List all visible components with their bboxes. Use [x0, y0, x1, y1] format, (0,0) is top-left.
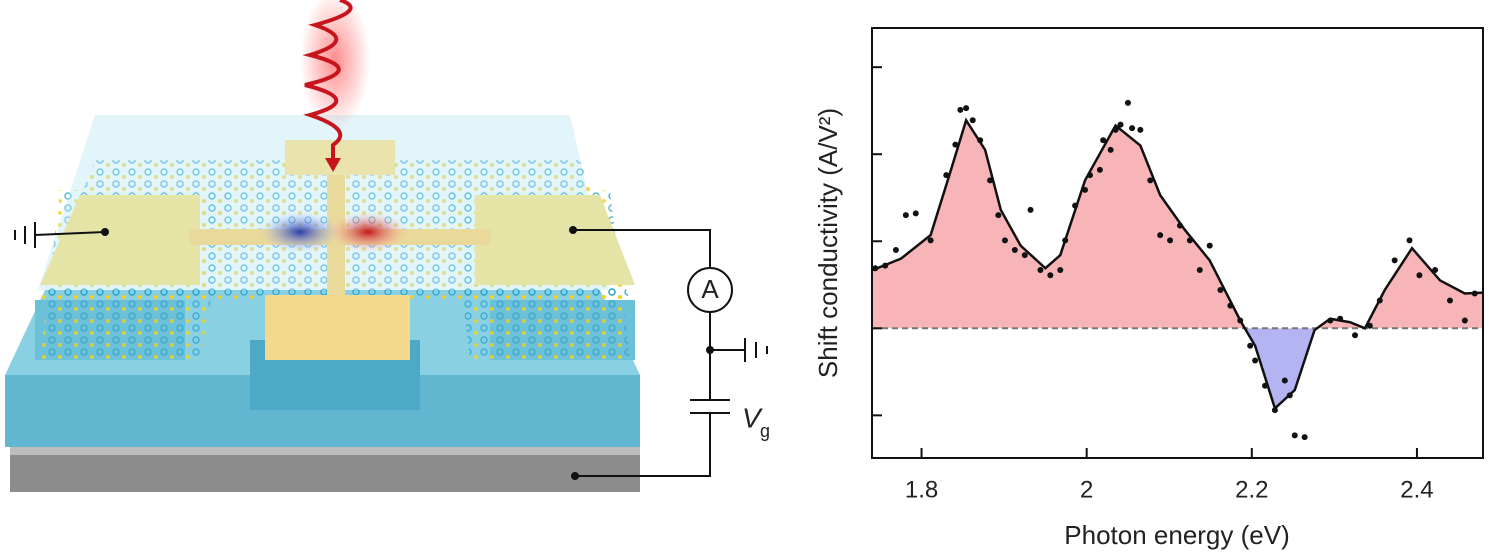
data-point: [1286, 392, 1293, 399]
dielectric-front: [5, 375, 640, 447]
plot: 1.8 2 2.2 2.4: [872, 66, 1484, 503]
data-point: [1327, 317, 1334, 324]
data-point: [1147, 177, 1154, 184]
data-point: [1137, 126, 1144, 133]
left-pad: [40, 195, 200, 285]
data-point: [1252, 357, 1259, 364]
data-point: [1112, 126, 1119, 133]
electron-blob: [328, 212, 408, 252]
x-tick-label: 1.8: [905, 476, 938, 503]
gate-label: V: [742, 402, 763, 433]
data-point: [1376, 297, 1383, 304]
data-point: [1057, 266, 1064, 273]
data-point: [1271, 407, 1278, 414]
data-point: [1446, 297, 1453, 304]
data-point: [963, 105, 970, 112]
data-point: [927, 237, 934, 244]
data-point: [1196, 266, 1203, 273]
substrate-top: [10, 447, 640, 455]
ammeter-label: A: [701, 274, 719, 304]
light-arrow: [325, 158, 341, 172]
data-point: [1072, 202, 1079, 209]
data-point: [1167, 237, 1174, 244]
data-point: [995, 212, 1002, 219]
data-point: [1391, 257, 1398, 264]
x-tick-label: 2.2: [1235, 476, 1268, 503]
data-point: [1337, 315, 1344, 322]
contact-dot: [101, 228, 109, 236]
data-point: [1176, 222, 1183, 229]
data-point: [952, 141, 959, 148]
data-point: [1406, 237, 1413, 244]
data-point: [1124, 99, 1131, 106]
data-point: [1471, 290, 1478, 297]
data-point: [1206, 242, 1213, 249]
data-point: [1461, 317, 1468, 324]
data-point: [1129, 125, 1136, 132]
x-tick-label: 2.4: [1400, 476, 1433, 503]
data-point: [1227, 302, 1234, 309]
junction-dot: [706, 346, 714, 354]
data-point: [1062, 237, 1069, 244]
light-wave: [302, 0, 353, 160]
data-point: [912, 210, 919, 217]
y-axis-label: Shift conductivity (A/V²): [813, 108, 843, 378]
data-point: [1291, 432, 1298, 439]
bottom-pad: [265, 295, 410, 360]
data-point: [1027, 206, 1034, 213]
data-point: [872, 265, 879, 272]
data-point: [1416, 272, 1423, 279]
data-point: [1301, 434, 1308, 441]
data-point: [892, 246, 899, 253]
x-axis-label: Photon energy (eV): [1064, 520, 1289, 550]
data-point: [1247, 342, 1254, 349]
data-point: [969, 117, 976, 124]
data-point: [1366, 322, 1373, 329]
data-point: [1352, 332, 1359, 339]
data-point: [1281, 377, 1288, 384]
gate-subscript: g: [760, 421, 770, 441]
data-point: [1117, 121, 1124, 128]
contact-dot: [571, 472, 579, 480]
data-point: [1217, 287, 1224, 294]
hole-blob: [260, 212, 340, 252]
data-point: [1086, 172, 1093, 179]
right-pad: [475, 195, 635, 285]
top-pad: [285, 140, 395, 175]
data-point: [1432, 266, 1439, 273]
data-point: [1237, 317, 1244, 324]
data-point: [1001, 237, 1008, 244]
area-positive: [872, 120, 1483, 329]
data-point: [957, 106, 964, 113]
data-point: [1100, 137, 1107, 144]
data-point: [987, 177, 994, 184]
data-point: [1047, 272, 1054, 279]
data-point: [902, 212, 909, 219]
data-point: [943, 172, 950, 179]
data-point: [1011, 246, 1018, 253]
data-point: [1037, 266, 1044, 273]
data-point: [882, 262, 889, 269]
circuit: [14, 222, 768, 477]
data-point: [1186, 237, 1193, 244]
data-point: [1096, 166, 1103, 173]
data-point: [1157, 232, 1164, 239]
data-point: [977, 137, 984, 144]
data-point: [1262, 382, 1269, 389]
x-tick-label: 2: [1080, 476, 1093, 503]
substrate: [10, 452, 640, 492]
contact-dot: [569, 226, 577, 234]
data-point: [1021, 252, 1028, 259]
device-illustration: A V g: [5, 0, 770, 492]
data-point: [1107, 146, 1114, 153]
plot-frame: [871, 27, 1484, 459]
data-point: [1082, 186, 1089, 193]
